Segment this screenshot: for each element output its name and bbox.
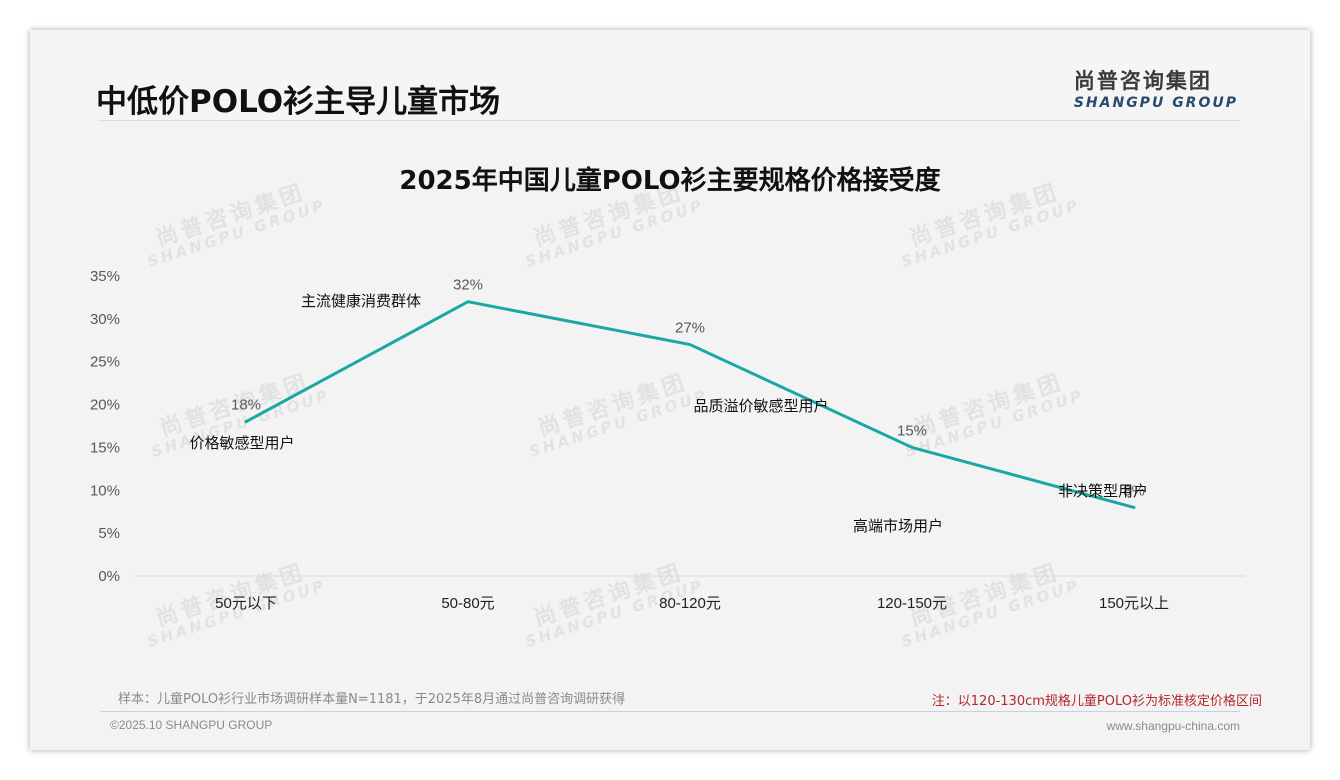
y-axis-tick: 15% (90, 439, 120, 456)
data-label: 32% (453, 277, 483, 294)
data-label: 8% (1123, 482, 1145, 499)
website-link[interactable]: www.shangpu-china.com (1106, 719, 1240, 733)
sample-note: 样本：儿童POLO衫行业市场调研样本量N=1181，于2025年8月通过尚普咨询… (118, 692, 626, 707)
y-axis-tick: 20% (90, 397, 120, 414)
logo-cn-text: 尚普咨询集团 (1073, 69, 1212, 93)
y-axis-tick: 25% (90, 354, 120, 371)
y-axis-tick: 35% (90, 268, 120, 285)
data-line (244, 300, 1136, 509)
segment-annotation: 高端市场用户 (853, 518, 943, 535)
brand-logo: 尚普咨询集团 SHANGPU GROUP (1074, 65, 1238, 111)
data-label: 15% (897, 422, 927, 439)
segment-annotation: 非决策型用户 (1058, 483, 1148, 500)
segment-annotation: 品质溢价敏感型用户 (693, 398, 828, 415)
copyright-text: ©2025.10 SHANGPU GROUP (110, 718, 273, 732)
header-band (30, 30, 1310, 120)
title-divider (98, 120, 1240, 121)
chart-title: 2025年中国儿童POLO衫主要规格价格接受度 (399, 166, 941, 196)
x-axis-label: 50-80元 (441, 595, 494, 612)
line-chart: 0% 5% 10% 15% 20% 25% 30% 35% 50元以下 50-80元 80-120元… (90, 268, 1245, 612)
segment-annotation: 价格敏感型用户 (189, 435, 294, 452)
y-axis-tick: 10% (90, 482, 120, 499)
y-axis-tick: 0% (98, 568, 120, 585)
footer-divider (100, 711, 1240, 712)
segment-annotation: 主流健康消费群体 (301, 293, 421, 310)
data-label: 18% (231, 397, 261, 414)
page-title: 中低价POLO衫主导儿童市场 (96, 84, 501, 120)
data-label: 27% (675, 320, 705, 337)
x-axis-label: 150元以上 (1099, 595, 1169, 612)
x-axis-label: 50元以下 (215, 595, 277, 612)
x-axis-label: 80-120元 (659, 595, 721, 612)
price-range-note: 注：以120-130cm规格儿童POLO衫为标准核定价格区间 (931, 694, 1262, 709)
x-axis-label: 120-150元 (877, 595, 947, 612)
logo-en-text: SHANGPU GROUP (1073, 95, 1238, 111)
y-axis-tick: 30% (90, 311, 120, 328)
y-axis-tick: 5% (98, 525, 120, 542)
slide: 尚普咨询集团 SHANGPU GROUP 尚普咨询集团 SHANGPU GROUP … (30, 30, 1310, 750)
